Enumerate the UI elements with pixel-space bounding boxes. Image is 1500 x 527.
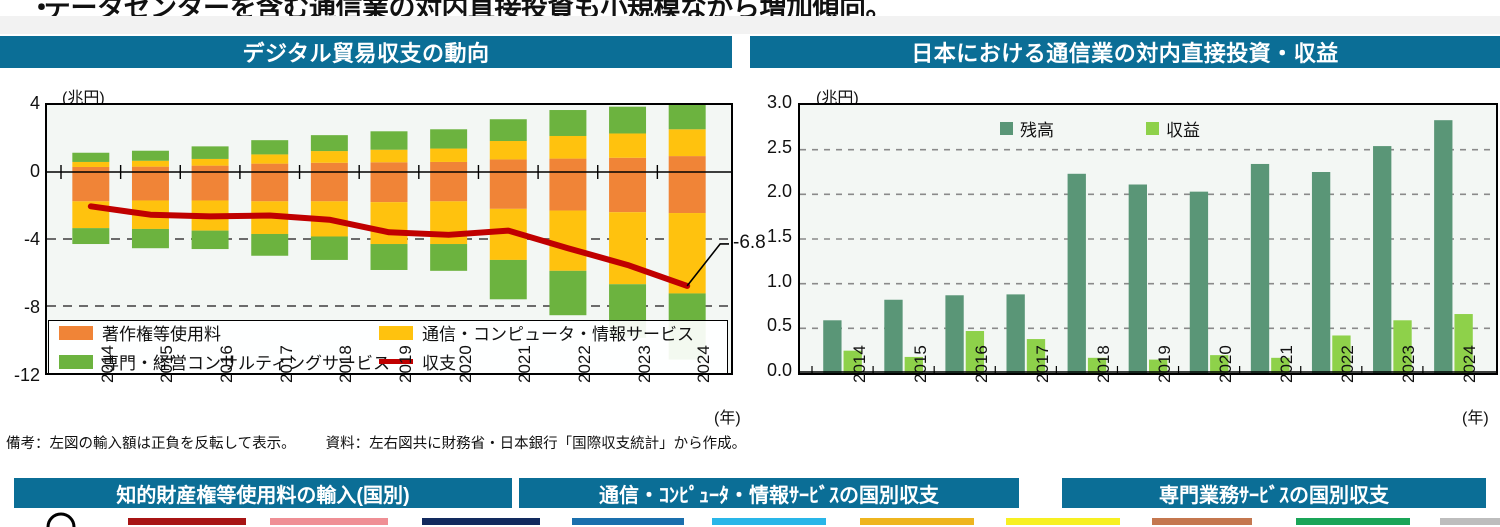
headline-segment-3: も小規模ながら (574, 0, 760, 16)
left-xtick-2022: 2022 (574, 345, 594, 383)
footnote-source: 資料：左右図共に財務省・日本銀行「国際収支統計」から作成。 (325, 436, 747, 452)
left-xtick-2015: 2015 (157, 345, 177, 383)
right-xtick-2017: 2017 (1032, 345, 1052, 383)
right-chart-plot-area (798, 103, 1498, 375)
bottom-color-bar-5 (860, 518, 974, 525)
left-xtick-2018: 2018 (336, 345, 356, 383)
left-xtick-2024: 2024 (694, 345, 714, 383)
headline-segment-1: を含む (229, 0, 310, 16)
legend-label-royalties: 著作権等使用料 (102, 325, 221, 344)
bottom-color-bar-8 (1296, 518, 1410, 525)
right-ytick-0.5: 0.5 (766, 315, 792, 336)
legend-swatch-professional (59, 354, 93, 369)
right-xtick-2020: 2020 (1216, 345, 1236, 383)
right-xtick-2015: 2015 (910, 345, 930, 383)
left-xtick-2017: 2017 (276, 345, 296, 383)
legend-label-professional: 専門・経営コンサルティングサービス (102, 354, 390, 373)
right-ytick-3.0: 3.0 (766, 92, 792, 112)
left-chart-annotation-value: -6.8 (733, 231, 766, 253)
left-xtick-2016: 2016 (217, 345, 237, 383)
legend-label-income: 収益 (1166, 121, 1200, 140)
right-xtick-2018: 2018 (1093, 345, 1113, 383)
right-ytick-0.0: 0.0 (766, 360, 792, 380)
right-chart-unit: (兆円) (816, 90, 859, 107)
right-xtick-2023: 2023 (1399, 345, 1419, 383)
left-xtick-2021: 2021 (515, 345, 535, 383)
left-xtick-2014: 2014 (97, 345, 117, 383)
legend-item-telecom-it: 通信・コンピュータ・情報サービス (379, 320, 709, 345)
left-chart-legend: 著作権等使用料 通信・コンピュータ・情報サービス 専門・経営コンサルティングサー… (48, 320, 728, 374)
left-ytick-m12: -12 (13, 365, 40, 385)
left-xtick-2019: 2019 (396, 345, 415, 383)
left-chart-title: デジタル貿易収支の動向 (0, 36, 732, 68)
bottom-color-bar-6 (1006, 518, 1120, 525)
legend-label-balance-stock: 残高 (1020, 121, 1054, 140)
bottom-color-bar-0 (128, 518, 246, 525)
legend-item-royalties: 著作権等使用料 (59, 320, 379, 345)
right-chart-x-unit: (年) (1462, 410, 1489, 427)
right-chart-title: 日本における通信業の対内直接投資・収益 (750, 36, 1500, 68)
bottom-color-bar-3 (572, 518, 684, 525)
legend-swatch-income (1146, 122, 1159, 135)
right-xtick-2022: 2022 (1338, 345, 1358, 383)
headline-segment-2: 通信業の対内直接投資 (309, 0, 575, 16)
right-chart-legend: 残高 収益 (1000, 116, 1200, 141)
right-xtick-2024: 2024 (1460, 345, 1480, 383)
left-ytick-4: 4 (29, 93, 40, 113)
left-chart-x-unit: (年) (714, 410, 741, 427)
legend-swatch-royalties (59, 325, 93, 340)
bottom-title-professional-balance: 専門業務ｻｰﾋﾞｽの国別収支 (1062, 478, 1486, 508)
bottom-title-ip-royalties-imports: 知的財産権等使用料の輸入(国別) (14, 478, 512, 508)
left-xtick-2023: 2023 (634, 345, 654, 383)
right-chart-svg (800, 120, 1496, 373)
footnote-note: 備考：左図の輸入額は正負を反転して表示。 (6, 436, 296, 452)
bottom-color-bar-1 (270, 518, 388, 525)
left-ytick-m4: -4 (23, 229, 40, 249)
left-ytick-m8: -8 (23, 297, 40, 317)
left-chart-unit: (兆円) (62, 90, 105, 107)
right-ytick-2.0: 2.0 (766, 181, 792, 202)
footnote: 備考：左図の輸入額は正負を反転して表示。 資料：左右図共に財務省・日本銀行「国際… (6, 432, 746, 453)
right-xtick-2016: 2016 (971, 345, 991, 383)
bottom-title-telecom-it-balance: 通信・ｺﾝﾋﾟｭｰﾀ・情報ｻｰﾋﾞｽの国別収支 (519, 478, 1019, 508)
legend-label-telecom-it: 通信・コンピュータ・情報サービス (422, 325, 694, 344)
bottom-color-bar-4 (712, 518, 826, 525)
headline-segment-4: 増加傾向 (759, 0, 867, 16)
headline-segment-5: 。 (865, 0, 893, 16)
right-ytick-1.5: 1.5 (766, 226, 792, 246)
right-xtick-2021: 2021 (1277, 345, 1297, 383)
bottom-color-bar-7 (1152, 518, 1252, 525)
legend-item-balance-stock: 残高 (1000, 116, 1054, 141)
legend-swatch-balance (379, 359, 413, 364)
left-chart-svg (47, 105, 731, 360)
right-xtick-2014: 2014 (849, 345, 869, 383)
legend-swatch-balance-stock (1000, 122, 1013, 135)
headline-bullet-icon: ・ (28, 0, 55, 16)
left-ytick-0: 0 (29, 161, 40, 181)
legend-label-balance: 収支 (422, 354, 456, 373)
headline-segment-0: データセンター (44, 0, 230, 16)
right-xtick-2019: 2019 (1155, 345, 1174, 383)
legend-swatch-telecom-it (379, 325, 413, 340)
headline-divider-band (0, 16, 1500, 34)
legend-item-balance: 収支 (379, 349, 709, 374)
legend-item-income: 収益 (1146, 116, 1200, 141)
right-ytick-2.5: 2.5 (766, 136, 792, 157)
legend-item-professional: 専門・経営コンサルティングサービス (59, 349, 390, 374)
headline-text: ・データセンターを含む通信業の対内直接投資も小規模ながら増加傾向。 (0, 0, 1500, 16)
left-xtick-2020: 2020 (455, 345, 475, 383)
bottom-color-bar-2 (422, 518, 540, 525)
bottom-color-bar-9 (1440, 518, 1500, 525)
right-ytick-1.0: 1.0 (766, 270, 792, 291)
bottom-arc-icon (46, 512, 76, 527)
